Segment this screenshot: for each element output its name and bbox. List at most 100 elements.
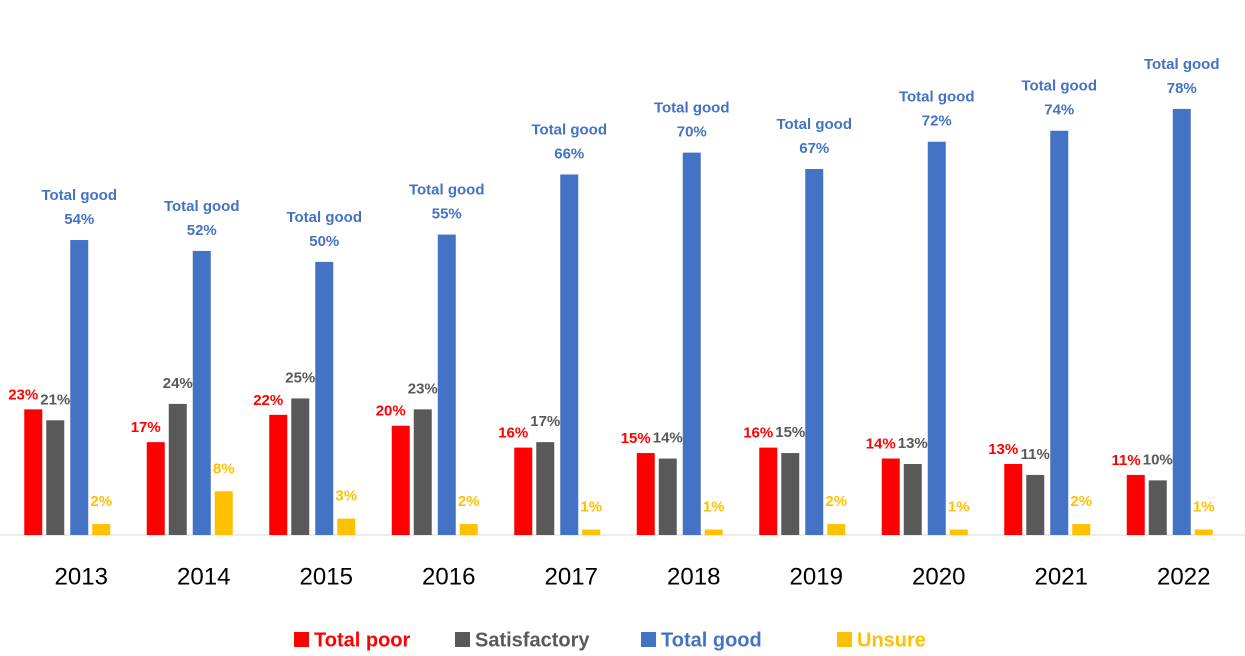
legend-label: Satisfactory bbox=[475, 629, 590, 651]
data-label: 11% bbox=[1021, 446, 1050, 463]
data-label: 1% bbox=[948, 499, 970, 516]
bar bbox=[337, 519, 355, 535]
data-label: 21% bbox=[40, 391, 70, 408]
data-label: 24% bbox=[163, 375, 193, 392]
bar bbox=[781, 453, 799, 535]
legend-swatch bbox=[641, 632, 656, 647]
bar bbox=[269, 415, 287, 535]
bar bbox=[315, 262, 333, 535]
x-tick-label: 2018 bbox=[667, 563, 720, 590]
bar bbox=[759, 448, 777, 535]
bar bbox=[827, 524, 845, 535]
data-label: 2% bbox=[825, 493, 847, 510]
bar bbox=[904, 464, 922, 535]
data-label: 25% bbox=[285, 369, 315, 386]
data-label: 55% bbox=[432, 206, 462, 223]
data-label: 10% bbox=[1143, 451, 1173, 468]
data-label-name: Total good bbox=[286, 209, 362, 226]
bar bbox=[514, 448, 532, 535]
data-label-name: Total good bbox=[1021, 78, 1097, 95]
bar bbox=[1026, 475, 1044, 535]
x-tick-label: 2022 bbox=[1157, 563, 1210, 590]
data-label-name: Total good bbox=[776, 116, 852, 133]
data-label: 15% bbox=[775, 424, 805, 441]
data-label: 78% bbox=[1167, 80, 1197, 97]
bar bbox=[24, 409, 42, 535]
bar bbox=[582, 530, 600, 535]
data-label: 23% bbox=[8, 386, 38, 403]
page: 201323%21%Total good54%2%201417%24%Total… bbox=[0, 0, 1245, 656]
data-label-name: Total good bbox=[164, 198, 240, 215]
data-label-name: Total good bbox=[899, 89, 975, 106]
x-tick-label: 2015 bbox=[300, 563, 353, 590]
x-tick-label: 2020 bbox=[912, 563, 965, 590]
data-label: 52% bbox=[187, 222, 217, 239]
data-label-name: Total good bbox=[531, 121, 607, 138]
x-tick-label: 2014 bbox=[177, 563, 230, 590]
legend-swatch bbox=[837, 632, 852, 647]
data-label: 16% bbox=[498, 425, 528, 442]
bar bbox=[705, 530, 723, 535]
data-label: 72% bbox=[922, 113, 952, 130]
bar bbox=[460, 524, 478, 535]
bar bbox=[169, 404, 187, 535]
bar bbox=[882, 459, 900, 535]
bar bbox=[1127, 475, 1145, 535]
bar bbox=[1072, 524, 1090, 535]
data-label: 2% bbox=[458, 493, 480, 510]
bar bbox=[928, 142, 946, 535]
bar bbox=[1195, 530, 1213, 535]
bar bbox=[659, 459, 677, 535]
data-label: 1% bbox=[703, 499, 725, 516]
bar bbox=[193, 251, 211, 535]
data-label: 3% bbox=[335, 488, 357, 505]
bar bbox=[683, 153, 701, 535]
legend-swatch bbox=[294, 632, 309, 647]
data-label: 70% bbox=[677, 124, 707, 141]
x-tick-label: 2017 bbox=[545, 563, 598, 590]
bar bbox=[414, 409, 432, 535]
data-label: 16% bbox=[743, 425, 773, 442]
data-label: 74% bbox=[1044, 102, 1074, 119]
legend-label: Total good bbox=[661, 629, 762, 651]
data-label: 13% bbox=[898, 435, 928, 452]
bar bbox=[70, 240, 88, 535]
x-tick-label: 2016 bbox=[422, 563, 475, 590]
legend-label: Unsure bbox=[857, 629, 926, 651]
data-label: 14% bbox=[866, 435, 896, 452]
data-label: 22% bbox=[253, 392, 283, 409]
data-label: 11% bbox=[1112, 452, 1141, 469]
bar bbox=[805, 169, 823, 535]
data-label: 67% bbox=[799, 140, 829, 157]
data-label: 50% bbox=[309, 233, 339, 250]
x-tick-label: 2019 bbox=[790, 563, 843, 590]
bar bbox=[637, 453, 655, 535]
data-label: 1% bbox=[1193, 499, 1215, 516]
legend-label: Total poor bbox=[314, 629, 410, 651]
bar bbox=[291, 398, 309, 535]
x-tick-label: 2021 bbox=[1035, 563, 1088, 590]
data-label: 2% bbox=[1070, 493, 1092, 510]
data-label-name: Total good bbox=[1144, 56, 1220, 73]
data-label: 13% bbox=[988, 441, 1018, 458]
data-label: 17% bbox=[530, 413, 560, 430]
bar bbox=[536, 442, 554, 535]
bar bbox=[950, 530, 968, 535]
legend-swatch bbox=[455, 632, 470, 647]
data-label: 66% bbox=[554, 145, 584, 162]
bar bbox=[438, 235, 456, 535]
bar bbox=[215, 491, 233, 535]
bar bbox=[92, 524, 110, 535]
bar bbox=[1149, 480, 1167, 535]
chart: 201323%21%Total good54%2%201417%24%Total… bbox=[0, 0, 1245, 656]
bar bbox=[392, 426, 410, 535]
bar bbox=[46, 420, 64, 535]
data-label: 1% bbox=[580, 499, 602, 516]
bar bbox=[1050, 131, 1068, 535]
bar bbox=[1004, 464, 1022, 535]
data-label: 14% bbox=[653, 429, 683, 446]
data-label: 54% bbox=[64, 211, 94, 228]
bar bbox=[560, 174, 578, 535]
data-label: 8% bbox=[213, 460, 235, 477]
bar bbox=[147, 442, 165, 535]
